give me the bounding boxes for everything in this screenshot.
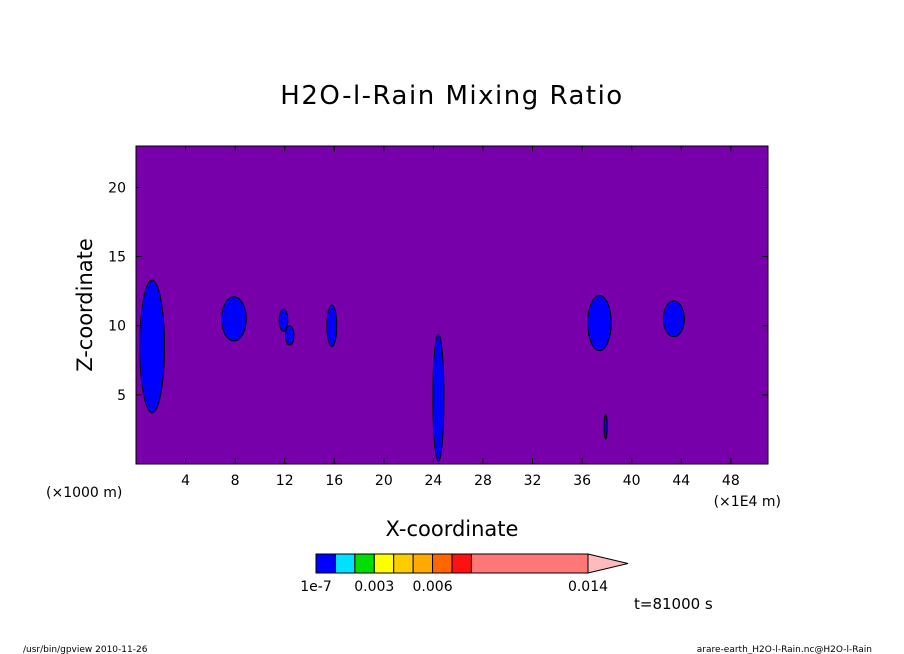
colorbar-label: 0.014 — [568, 579, 608, 595]
x-unit-left: (×1000 m) — [46, 485, 122, 501]
y-tick-label: 10 — [108, 319, 126, 335]
x-tick-label: 32 — [524, 473, 542, 489]
x-axis: 4 8 12 16 20 24 28 32 36 40 44 48 — [181, 146, 740, 489]
rain-cell-2 — [221, 296, 247, 342]
colorbar-swatch-1 — [315, 553, 336, 574]
rain-cell-9 — [662, 300, 685, 338]
x-tick-label: 12 — [276, 473, 294, 489]
colorbar-swatch-6 — [412, 553, 434, 574]
rain-cell-7 — [587, 294, 612, 352]
colorbar-swatch-3 — [354, 553, 375, 574]
x-tick-label: 44 — [672, 473, 690, 489]
x-tick-label: 36 — [573, 473, 591, 489]
colorbar-swatch-2 — [334, 553, 356, 574]
colorbar-swatch-4 — [373, 553, 395, 574]
colorbar-swatch-9 — [470, 553, 589, 574]
chart-title: H2O-l-Rain Mixing Ratio — [280, 81, 623, 111]
y-tick-label: 5 — [117, 388, 126, 404]
rain-cell-3 — [278, 308, 289, 332]
colorbar-label: 0.006 — [413, 579, 453, 595]
y-tick-label: 15 — [108, 250, 126, 266]
x-tick-label: 28 — [474, 473, 492, 489]
y-tick-label: 20 — [108, 180, 126, 196]
footer-left: /usr/bin/gpview 2010-11-26 — [23, 645, 148, 654]
x-tick-label: 4 — [181, 473, 190, 489]
colorbar: 1e-7 0.003 0.006 0.014 — [300, 553, 629, 595]
x-axis-label: X-coordinate — [386, 517, 519, 541]
x-tick-label: 16 — [325, 473, 343, 489]
y-axis: 5 10 15 20 — [108, 180, 768, 404]
colorbar-swatch-8 — [451, 553, 472, 574]
x-tick-label: 48 — [722, 473, 740, 489]
colorbar-label: 0.003 — [354, 579, 394, 595]
rain-cell-4 — [284, 325, 295, 346]
rain-cell-1 — [139, 279, 166, 414]
x-tick-label: 40 — [623, 473, 641, 489]
colorbar-extend-arrow — [587, 553, 629, 574]
rain-cell-5 — [326, 304, 338, 347]
colorbar-label: 1e-7 — [300, 579, 331, 595]
rain-cells — [139, 279, 685, 462]
colorbar-swatch-5 — [393, 553, 414, 574]
colorbar-swatch-7 — [432, 553, 453, 574]
y-axis-label: Z-coordinate — [73, 238, 97, 372]
time-label: t=81000 s — [634, 595, 713, 613]
x-tick-label: 8 — [231, 473, 240, 489]
x-unit-right: (×1E4 m) — [714, 494, 781, 510]
x-tick-label: 24 — [424, 473, 442, 489]
rain-cell-8 — [603, 413, 608, 440]
rain-cell-6 — [432, 333, 445, 462]
footer-right: arare-earth_H2O-l-Rain.nc@H2O-l-Rain — [697, 645, 872, 654]
x-tick-label: 20 — [375, 473, 393, 489]
